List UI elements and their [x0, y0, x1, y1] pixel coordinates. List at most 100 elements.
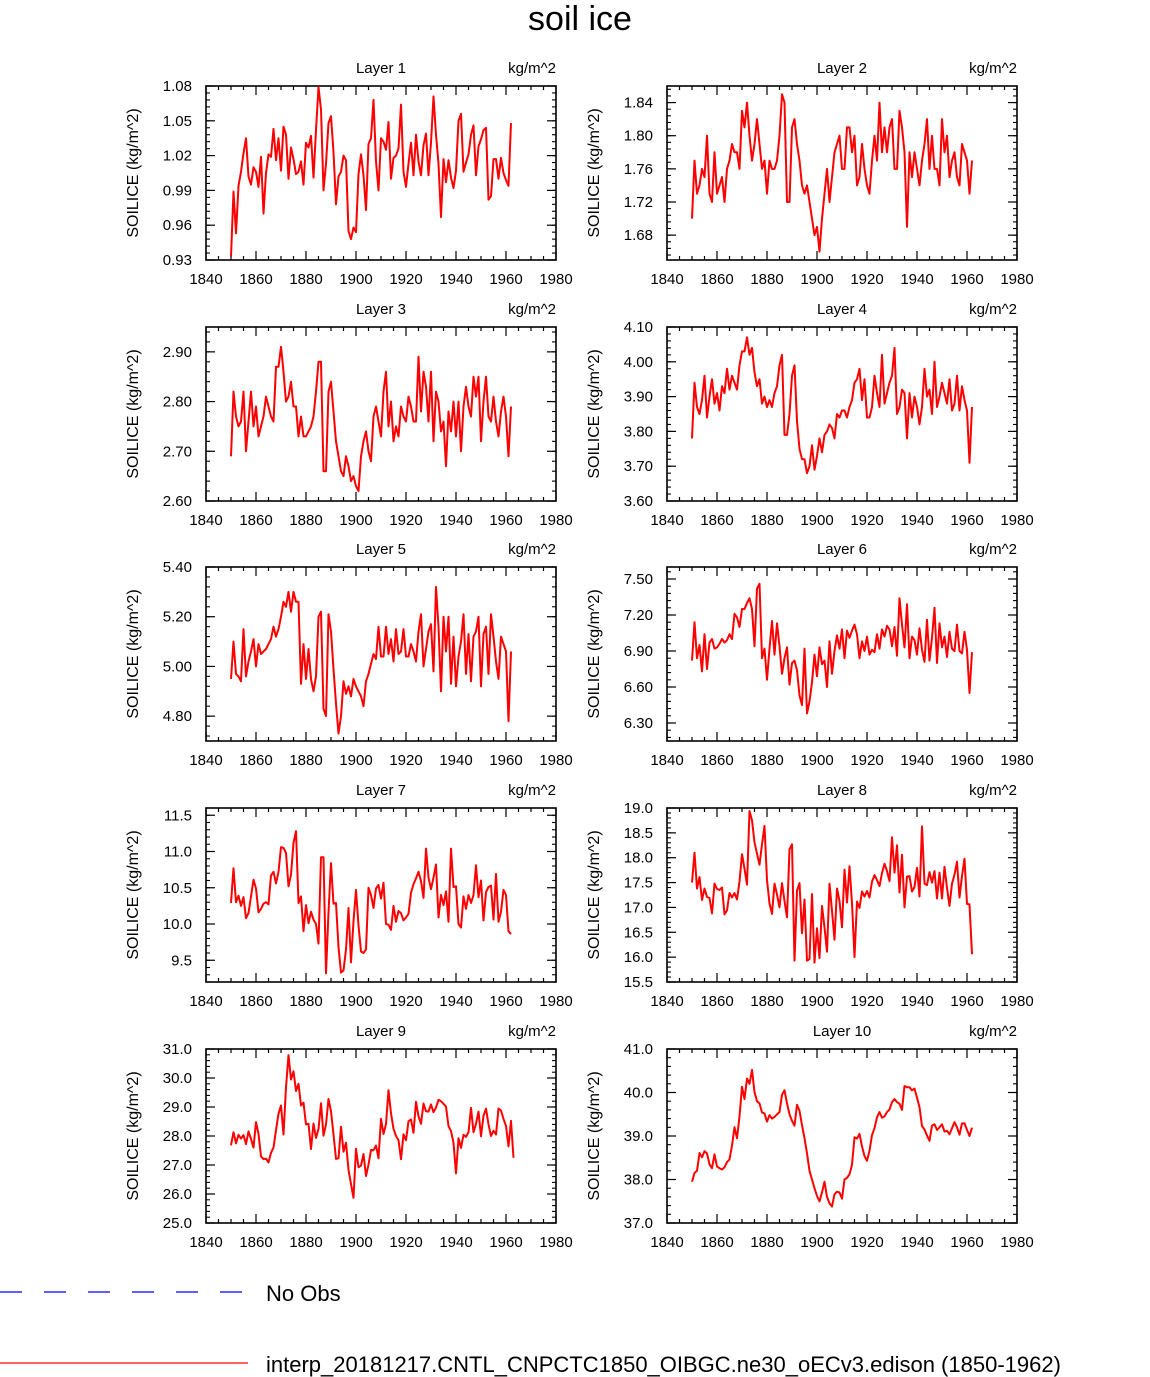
x-tick-label: 1980: [1000, 512, 1033, 529]
y-axis-label: SOILICE (kg/m^2): [586, 108, 603, 237]
y-tick-label: 1.84: [624, 95, 653, 112]
panel-title: Layer 4: [817, 301, 867, 318]
panel-layer-5: 1840 1860 1880 1900 1920 1940 1960 1980 4.80 5.00…: [125, 541, 573, 769]
y-tick-label: 27.0: [163, 1157, 192, 1174]
panel-layer-1: 1840 1860 1880 1900 1920 1940 1960 1980 0.93 0.96…: [125, 60, 573, 288]
y-tick-label: 0.96: [163, 217, 192, 234]
y-axis-label: SOILICE (kg/m^2): [586, 589, 603, 718]
plot-frame: [666, 85, 1018, 261]
x-tick-label: 1960: [489, 752, 522, 769]
panel-title: Layer 9: [356, 1023, 406, 1040]
y-tick-label: 18.5: [624, 825, 653, 842]
series-line-1: [230, 1054, 515, 1199]
x-tick-label: 1980: [1000, 1234, 1033, 1251]
x-tick-label: 1880: [750, 1234, 783, 1251]
y-tick-label: 0.93: [163, 252, 192, 269]
x-tick-label: 1940: [439, 512, 472, 529]
x-tick-label: 1940: [439, 993, 472, 1010]
y-tick-label: 6.60: [624, 679, 653, 696]
panel-title: Layer 6: [817, 541, 867, 558]
y-tick-label: 41.0: [624, 1041, 653, 1058]
x-tick-label: 1940: [439, 271, 472, 288]
y-tick-label: 1.05: [163, 113, 192, 130]
x-tick-label: 1880: [750, 752, 783, 769]
y-tick-label: 11.5: [164, 807, 192, 824]
y-tick-label: 17.0: [624, 899, 653, 916]
x-tick-label: 1980: [539, 271, 572, 288]
panel-layer-10: 1840 1860 1880 1900 1920 1940 1960 1980 37.0 38.0…: [586, 1023, 1034, 1251]
x-tick-label: 1900: [800, 512, 833, 529]
series-line-1: [691, 1068, 973, 1208]
x-tick-label: 1980: [1000, 752, 1033, 769]
panel-layer-8: 1840 1860 1880 1900 1920 1940 1960 1980 15.5 16.0…: [586, 782, 1034, 1010]
y-tick-label: 30.0: [163, 1070, 192, 1087]
x-tick-label: 1920: [850, 512, 883, 529]
y-tick-label: 10.0: [163, 916, 192, 933]
x-tick-label: 1840: [650, 752, 683, 769]
x-tick-label: 1860: [239, 1234, 272, 1251]
x-tick-label: 1900: [339, 752, 372, 769]
x-tick-label: 1920: [850, 993, 883, 1010]
panel-units: kg/m^2: [969, 1023, 1017, 1040]
x-tick-label: 1860: [700, 512, 733, 529]
panel-title: Layer 5: [356, 541, 406, 558]
x-tick-label: 1960: [950, 752, 983, 769]
y-tick-label: 2.70: [163, 443, 192, 460]
x-tick-label: 1920: [850, 1234, 883, 1251]
y-tick-label: 25.0: [163, 1215, 192, 1232]
x-tick-label: 1900: [339, 1234, 372, 1251]
x-tick-label: 1940: [439, 752, 472, 769]
y-axis-label: SOILICE (kg/m^2): [125, 830, 142, 959]
x-tick-label: 1860: [239, 752, 272, 769]
x-tick-label: 1920: [389, 512, 422, 529]
series-line-1: [230, 86, 512, 257]
panel-layer-9: 1840 1860 1880 1900 1920 1940 1960 1980 25.0 26.0…: [125, 1023, 573, 1251]
x-tick-label: 1940: [900, 993, 933, 1010]
x-tick-label: 1960: [489, 512, 522, 529]
x-tick-label: 1940: [900, 1234, 933, 1251]
x-tick-label: 1900: [339, 512, 372, 529]
x-tick-label: 1960: [489, 993, 522, 1010]
x-tick-label: 1860: [700, 752, 733, 769]
y-tick-label: 1.72: [624, 194, 653, 211]
x-tick-label: 1860: [700, 271, 733, 288]
x-tick-label: 1920: [850, 271, 883, 288]
y-tick-label: 2.60: [163, 493, 192, 510]
panel-units: kg/m^2: [508, 782, 556, 799]
panels: 1840 1860 1880 1900 1920 1940 1960 1980 0.93 0.96…: [125, 60, 1034, 1251]
y-tick-label: 29.0: [163, 1099, 192, 1116]
y-tick-label: 5.40: [163, 559, 192, 576]
y-tick-label: 4.00: [624, 354, 653, 371]
x-tick-label: 1920: [389, 993, 422, 1010]
y-tick-label: 17.5: [624, 875, 653, 892]
x-tick-label: 1940: [900, 271, 933, 288]
y-tick-label: 40.0: [624, 1085, 653, 1102]
x-tick-label: 1960: [489, 1234, 522, 1251]
y-tick-label: 4.80: [163, 708, 192, 725]
panel-layer-3: 1840 1860 1880 1900 1920 1940 1960 1980 2.60 2.70…: [125, 301, 573, 529]
panel-units: kg/m^2: [508, 1023, 556, 1040]
panel-title: Layer 10: [813, 1023, 871, 1040]
x-tick-label: 1920: [389, 1234, 422, 1251]
x-tick-label: 1860: [239, 993, 272, 1010]
x-tick-label: 1880: [289, 271, 322, 288]
y-tick-label: 6.30: [624, 715, 653, 732]
panel-units: kg/m^2: [969, 541, 1017, 558]
y-tick-label: 3.60: [624, 493, 653, 510]
y-axis-label: SOILICE (kg/m^2): [125, 589, 142, 718]
y-tick-label: 26.0: [163, 1186, 192, 1203]
x-tick-label: 1880: [289, 512, 322, 529]
y-tick-label: 7.20: [624, 607, 653, 624]
panel-layer-2: 1840 1860 1880 1900 1920 1940 1960 1980 1.68 1.72…: [586, 60, 1034, 288]
y-tick-label: 2.80: [163, 394, 192, 411]
panel-layer-6: 1840 1860 1880 1900 1920 1940 1960 1980 6.30 6.60…: [586, 541, 1034, 769]
x-tick-label: 1840: [650, 1234, 683, 1251]
y-tick-label: 9.5: [171, 952, 192, 969]
series-line-1: [691, 582, 973, 715]
legend-label-model: interp_20181217.CNTL_CNPCTC1850_OIBGC.ne…: [266, 1352, 1061, 1377]
x-tick-label: 1880: [750, 993, 783, 1010]
x-tick-label: 1980: [539, 512, 572, 529]
panel-title: Layer 1: [356, 60, 406, 77]
x-tick-label: 1860: [239, 512, 272, 529]
